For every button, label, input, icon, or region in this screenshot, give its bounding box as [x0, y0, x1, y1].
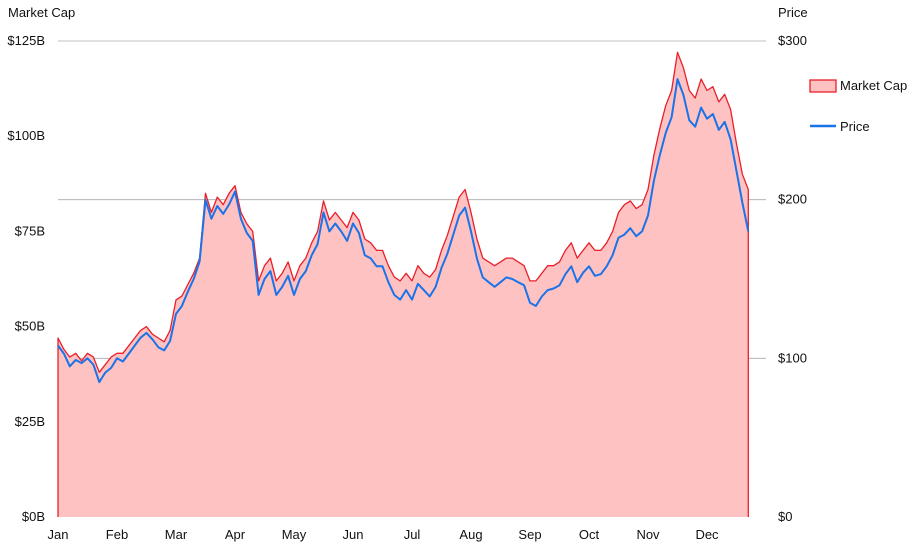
right-tick-label: $0 [778, 509, 792, 524]
legend-item-price[interactable]: Price [810, 119, 870, 134]
x-tick-label: Dec [695, 527, 719, 542]
right-tick-label: $300 [778, 33, 807, 48]
x-tick-label: Sep [518, 527, 541, 542]
x-tick-label: Jul [404, 527, 421, 542]
x-tick-label: Nov [636, 527, 660, 542]
legend-item-market-cap[interactable]: Market Cap [809, 78, 907, 93]
legend: Market Cap Price [809, 78, 907, 134]
left-axis-title: Market Cap [8, 5, 75, 20]
market-cap-line [57, 51, 749, 517]
market-cap-swatch [809, 79, 837, 93]
x-tick-label: Apr [225, 527, 246, 542]
legend-label-market-cap: Market Cap [840, 78, 907, 93]
legend-label-price: Price [840, 119, 870, 134]
right-axis-title: Price [778, 5, 808, 20]
market-cap-area-fill [58, 52, 749, 518]
right-tick-label: $100 [778, 350, 807, 365]
right-tick-label: $200 [778, 192, 807, 207]
x-tick-label: Jun [343, 527, 364, 542]
x-tick-label: Oct [579, 527, 600, 542]
x-tick-label: Mar [165, 527, 188, 542]
x-tick-label: May [282, 527, 307, 542]
left-tick-label: $125B [7, 33, 45, 48]
plot-area [57, 51, 750, 518]
left-tick-label: $25B [15, 414, 45, 429]
x-tick-label: Jan [48, 527, 69, 542]
left-tick-label: $75B [15, 223, 45, 238]
price-line [57, 78, 750, 384]
left-tick-label: $100B [7, 128, 45, 143]
x-tick-label: Aug [459, 527, 482, 542]
axes: Market Cap Price $0B $25B $50B $75B $100B $12… [7, 5, 807, 542]
x-tick-label: Feb [106, 527, 128, 542]
left-tick-label: $0B [22, 509, 45, 524]
left-tick-label: $50B [15, 319, 45, 334]
